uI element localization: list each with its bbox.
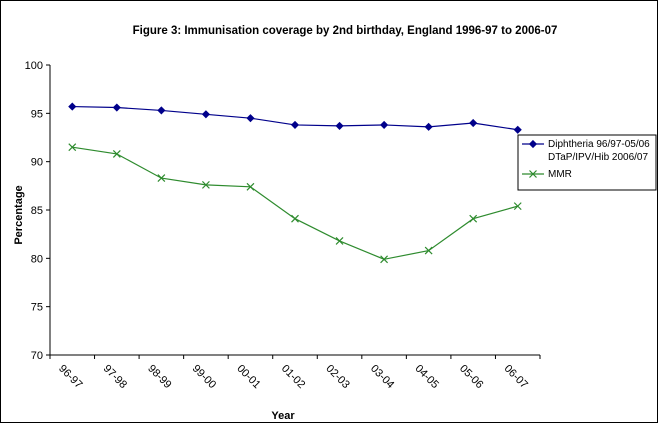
- data-point-diamond: [380, 120, 389, 129]
- chart-title: Figure 3: Immunisation coverage by 2nd b…: [133, 25, 558, 37]
- data-point-diamond: [469, 118, 478, 128]
- legend-item: Diphtheria 96/97-05/06 DTaP/IPV/Hib 2006/…: [522, 139, 650, 163]
- legend: Diphtheria 96/97-05/06 DTaP/IPV/Hib 2006/…: [517, 134, 657, 191]
- legend-label: MMR: [548, 169, 572, 180]
- marker-stroke: [291, 214, 299, 223]
- y-tick-label: 85: [31, 205, 43, 217]
- legend-label: Diphtheria 96/97-05/06: [548, 139, 650, 150]
- data-point-diamond: [68, 102, 77, 111]
- data-point-x: [469, 214, 478, 223]
- data-point-diamond: [424, 122, 433, 131]
- data-point-x: [112, 150, 121, 158]
- marker-stroke: [424, 246, 433, 255]
- data-point-x: [246, 182, 255, 191]
- marker-stroke: [529, 170, 537, 178]
- legend-label: DTaP/IPV/Hib 2006/07: [548, 152, 648, 163]
- y-tick-label: 80: [31, 253, 43, 265]
- data-point-diamond: [335, 121, 344, 130]
- data-point-x: [380, 255, 389, 264]
- data-point-diamond: [528, 139, 538, 149]
- data-point-diamond: [112, 103, 121, 112]
- series-layer: [68, 102, 522, 264]
- data-point-diamond: [157, 106, 166, 115]
- data-point-x: [424, 246, 433, 255]
- series-diphtheria: [68, 102, 522, 134]
- marker-stroke: [112, 150, 121, 158]
- marker-stroke: [68, 143, 77, 152]
- x-axis-label: Year: [271, 410, 295, 422]
- data-point-x: [68, 143, 77, 152]
- data-point-x: [291, 214, 299, 223]
- marker-stroke: [380, 255, 389, 264]
- marker-stroke: [246, 182, 255, 191]
- y-tick-label: 100: [25, 60, 43, 72]
- y-tick-label: 70: [31, 350, 43, 362]
- data-point-x: [529, 170, 537, 178]
- data-point-x: [157, 174, 166, 183]
- data-point-x: [513, 202, 522, 211]
- data-point-diamond: [201, 110, 210, 119]
- marker-stroke: [201, 180, 210, 189]
- data-point-diamond: [246, 114, 255, 123]
- data-point-diamond: [290, 120, 300, 129]
- y-tick-label: 90: [31, 157, 43, 169]
- series-mmr: [68, 143, 522, 264]
- marker-stroke: [513, 202, 522, 211]
- data-point-x: [201, 180, 210, 189]
- marker-stroke: [469, 214, 478, 223]
- marker-stroke: [335, 237, 344, 245]
- y-tick-label: 95: [31, 108, 43, 120]
- y-axis-label: Percentage: [13, 185, 25, 244]
- y-tick-label: 75: [31, 302, 43, 314]
- data-point-diamond: [513, 125, 522, 134]
- legend-item: MMR: [522, 169, 572, 180]
- marker-stroke: [157, 174, 166, 183]
- data-point-x: [335, 237, 344, 245]
